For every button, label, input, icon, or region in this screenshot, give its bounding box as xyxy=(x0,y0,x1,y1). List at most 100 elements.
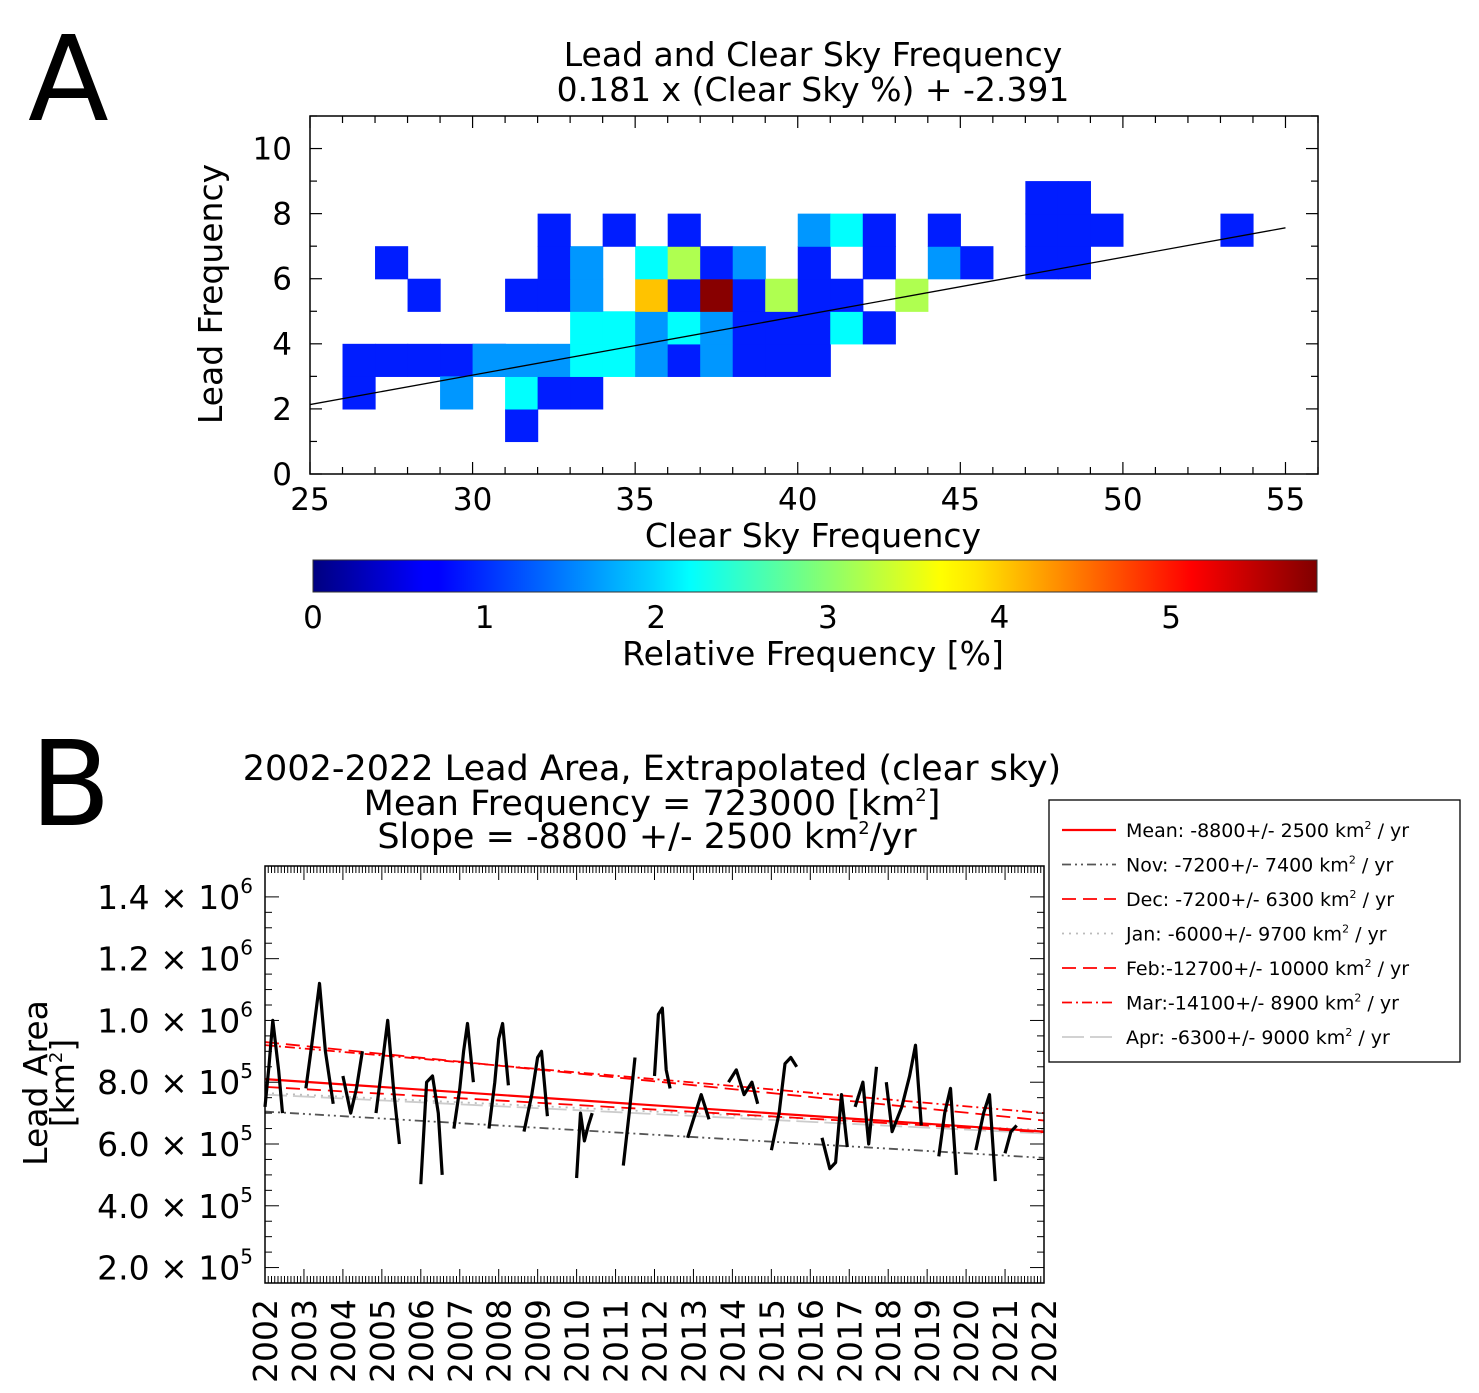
chart-a-ticks: 25 30 35 40 45 50 55 0 2 4 6 8 10 xyxy=(253,115,1319,518)
heatmap-cell xyxy=(927,213,961,247)
heatmap-cell xyxy=(732,278,766,312)
trend-line-mean xyxy=(264,1078,1045,1133)
heatmap-cell xyxy=(375,246,409,280)
x-tick-label: 2010 xyxy=(558,1299,597,1383)
colorbar-tick-label: 3 xyxy=(818,600,838,636)
y-tick-label: 6 xyxy=(272,262,292,298)
heatmap-cell xyxy=(700,343,734,377)
heatmap-cell xyxy=(667,278,701,312)
chart-b-subtitle-2: Slope = -8800 +/- 2500 km2/yr xyxy=(377,817,917,857)
y-tick-label: 8 xyxy=(272,197,292,233)
heatmap-cell xyxy=(1025,181,1059,215)
series-line xyxy=(452,1021,475,1129)
chart-b-ticks: 2002 2003 2004 2005 2006 2007 2008 2009 2010 2011… xyxy=(97,866,1064,1383)
x-tick-label: 2018 xyxy=(869,1299,908,1383)
heatmap-cell xyxy=(667,343,701,377)
heatmap-cell xyxy=(602,343,636,377)
legend-label-nov: Nov: -7200+/- 7400 km2 / yr xyxy=(1126,854,1394,877)
x-tick-label: 2017 xyxy=(830,1299,869,1383)
lead-area-series xyxy=(263,981,1018,1185)
heatmap-cell xyxy=(862,213,896,247)
heatmap-cell xyxy=(797,311,831,345)
series-line xyxy=(621,1057,637,1166)
y-tick-label: 8.0 × 105 xyxy=(97,1059,253,1102)
x-tick-label: 35 xyxy=(615,482,654,518)
colorbar xyxy=(312,559,1318,593)
x-tick-label: 50 xyxy=(1103,482,1142,518)
heatmap-cell xyxy=(732,246,766,280)
heatmap-cell xyxy=(797,343,831,377)
x-tick-label: 2014 xyxy=(713,1299,752,1383)
heatmap-cell xyxy=(505,408,539,443)
x-tick-label: 2006 xyxy=(402,1299,441,1383)
legend-label-jan: Jan: -6000+/- 9700 km2 / yr xyxy=(1125,923,1387,946)
colorbar-tick-label: 2 xyxy=(646,600,666,636)
heatmap-cell xyxy=(700,311,734,345)
x-tick-label: 2003 xyxy=(285,1299,324,1383)
heatmap-cell xyxy=(570,343,604,377)
trend-line-dec xyxy=(264,1085,1045,1134)
heatmap-cell xyxy=(700,246,734,280)
legend-label-feb: Feb:-12700+/- 10000 km2 / yr xyxy=(1126,957,1409,980)
regression-line xyxy=(309,227,1286,406)
x-tick-label: 2022 xyxy=(1025,1299,1064,1383)
heatmap-cells xyxy=(342,181,1254,443)
colorbar-tick-label: 1 xyxy=(475,600,495,636)
heatmap-cell xyxy=(732,311,766,345)
heatmap-cell xyxy=(342,343,376,377)
heatmap-cell xyxy=(505,343,539,377)
heatmap-cell xyxy=(440,343,474,377)
x-tick-label: 2011 xyxy=(597,1299,636,1383)
heatmap-cell xyxy=(797,246,831,280)
colorbar-tick-label: 0 xyxy=(303,600,323,636)
series-line xyxy=(304,981,335,1105)
panel-a-label: A xyxy=(28,10,109,148)
colorbar-tick-label: 4 xyxy=(990,600,1010,636)
heatmap-cell xyxy=(375,343,409,377)
legend-box xyxy=(1048,799,1461,1063)
heatmap-cell xyxy=(342,376,376,410)
series-line xyxy=(522,1049,549,1132)
y-tick-label: 0 xyxy=(272,457,292,493)
heatmap-cell xyxy=(537,213,571,247)
heatmap-cell xyxy=(830,213,864,247)
heatmap-cell xyxy=(797,213,831,247)
heatmap-cell xyxy=(1057,213,1091,247)
x-tick-label: 2012 xyxy=(636,1299,675,1383)
heatmap-cell xyxy=(537,246,571,280)
heatmap-cell xyxy=(1220,213,1254,247)
heatmap-cell xyxy=(635,278,669,312)
trend-line-nov xyxy=(264,1110,1045,1159)
colorbar-tick-label: 5 xyxy=(1161,600,1181,636)
heatmap-cell xyxy=(602,213,636,247)
heatmap-cell xyxy=(635,246,669,280)
x-tick-label: 45 xyxy=(941,482,980,518)
series-line xyxy=(820,1093,849,1171)
heatmap-cell xyxy=(440,376,474,410)
heatmap-cell xyxy=(1057,181,1091,215)
series-line xyxy=(341,1051,364,1115)
chart-a-plot-frame xyxy=(309,115,1319,475)
series-line xyxy=(727,1068,760,1105)
colorbar-label: Relative Frequency [%] xyxy=(622,634,1004,673)
series-line xyxy=(1003,1124,1018,1154)
chart-a-x-axis-label: Clear Sky Frequency xyxy=(645,516,981,555)
x-tick-label: 2004 xyxy=(324,1299,363,1383)
x-tick-label: 30 xyxy=(453,482,492,518)
chart-b-y-axis-label-2: [km2] xyxy=(43,1039,82,1127)
legend-label-mean: Mean: -8800+/- 2500 km2 / yr xyxy=(1126,819,1409,842)
heatmap-cell xyxy=(700,278,734,312)
heatmap-cell xyxy=(765,311,799,345)
chart-a-title: Lead and Clear Sky Frequency xyxy=(564,35,1063,74)
x-tick-label: 2016 xyxy=(791,1299,830,1383)
heatmap-cell xyxy=(927,246,961,280)
chart-b-subtitle-1: Mean Frequency = 723000 [km2] xyxy=(364,784,941,824)
x-tick-label: 55 xyxy=(1266,482,1305,518)
heatmap-cell xyxy=(602,311,636,345)
colorbar-ticks: 0 1 2 3 4 5 xyxy=(303,600,1181,636)
heatmap-cell xyxy=(570,376,604,410)
heatmap-cell xyxy=(1025,213,1059,247)
y-tick-label: 6.0 × 105 xyxy=(97,1121,253,1164)
heatmap-cell xyxy=(830,278,864,312)
heatmap-cell xyxy=(862,246,896,280)
